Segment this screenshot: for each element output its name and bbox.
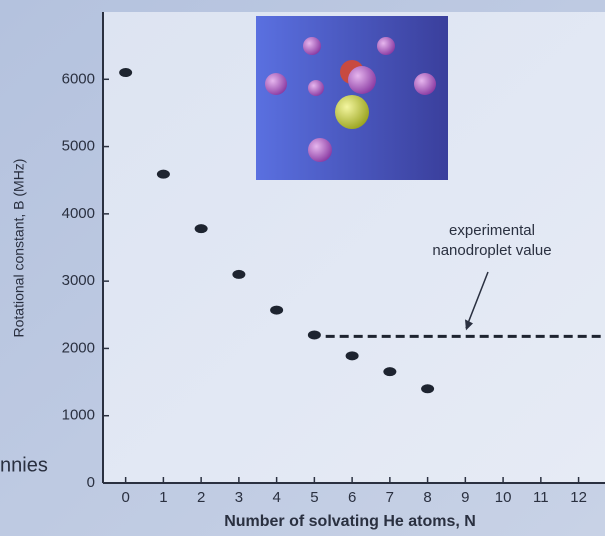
side-text: nnies [0,454,48,476]
annotation: nanodroplet value [432,242,551,259]
x-tick-label: 8 [423,489,431,506]
x-tick-label: 3 [235,489,243,506]
y-axis-label: Rotational constant, B (MHz) [11,159,27,338]
point [232,270,245,279]
point [195,224,208,233]
page: Rotational constant, B (MHz) Number of s… [0,0,605,536]
x-tick-label: 2 [197,489,205,506]
x-tick-label: 7 [386,489,394,506]
point [383,367,396,376]
y-tick-label: 2000 [62,339,95,356]
x-tick-label: 6 [348,489,356,506]
x-axis-label: Number of solvating He atoms, N [224,513,476,530]
x-tick-label: 11 [533,489,549,506]
point [308,330,321,339]
y-tick-label: 3000 [62,272,95,289]
annotation: experimental [449,222,535,239]
y-tick-label: 6000 [62,70,95,87]
point [119,68,132,77]
x-tick-label: 4 [272,489,280,506]
x-tick-label: 12 [570,489,587,506]
y-tick-label: 1000 [62,407,95,424]
y-tick-label: 4000 [62,205,95,222]
y-tick-label: 0 [87,474,95,491]
point [421,384,434,393]
x-tick-label: 9 [461,489,469,506]
chart: Rotational constant, B (MHz) Number of s… [0,0,605,536]
x-tick-label: 1 [159,489,167,506]
y-tick-label: 5000 [62,138,95,155]
point [157,170,170,179]
inset-image [256,16,448,180]
x-tick-label: 10 [495,489,512,506]
point [346,351,359,360]
point [270,306,283,315]
x-tick-label: 0 [121,489,129,506]
x-tick-label: 5 [310,489,318,506]
